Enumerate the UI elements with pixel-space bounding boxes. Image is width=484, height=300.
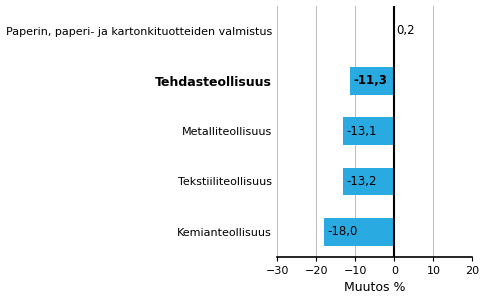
Text: -18,0: -18,0 xyxy=(327,225,357,238)
X-axis label: Muutos %: Muutos % xyxy=(344,281,405,294)
Text: -11,3: -11,3 xyxy=(353,74,387,87)
Bar xyxy=(342,168,393,195)
Text: -13,2: -13,2 xyxy=(345,175,376,188)
Bar xyxy=(349,67,393,95)
Text: -13,1: -13,1 xyxy=(346,125,376,138)
Bar xyxy=(393,17,394,44)
Bar xyxy=(343,117,393,145)
Bar xyxy=(323,218,393,246)
Text: 0,2: 0,2 xyxy=(395,24,414,37)
